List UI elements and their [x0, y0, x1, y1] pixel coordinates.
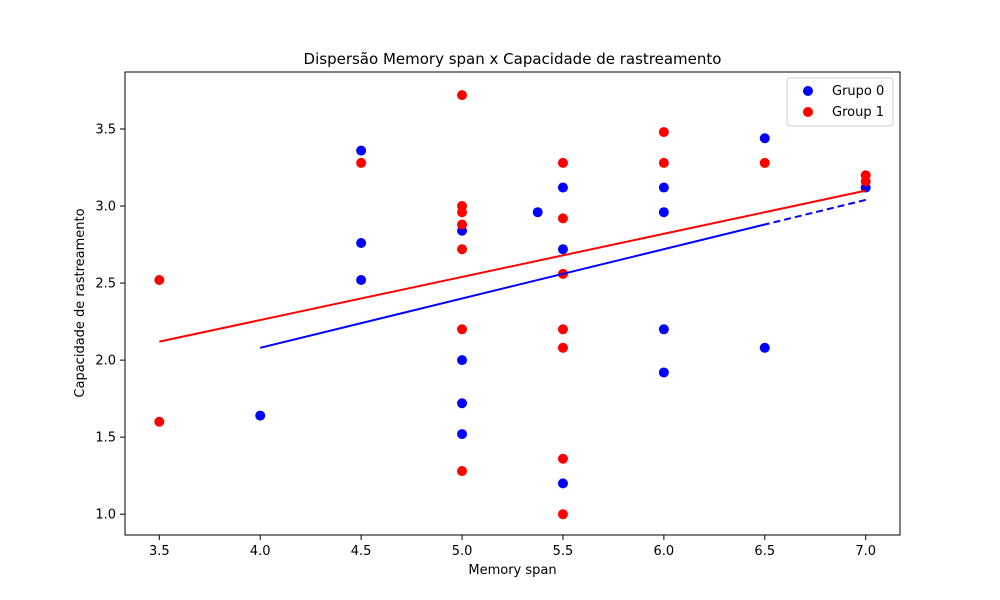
data-point: [557, 213, 568, 224]
x-tick-label: 5.0: [452, 544, 473, 559]
data-point: [759, 133, 770, 144]
x-tick-label: 7.0: [855, 544, 876, 559]
data-point: [658, 324, 669, 335]
data-point: [356, 238, 367, 249]
y-axis-ticks: 1.0 1.5 2.0 2.5 3.0 3.5: [95, 123, 125, 523]
data-point: [557, 509, 568, 520]
x-tick-label: 3.5: [149, 544, 170, 559]
trend-line-series-1: [159, 189, 866, 343]
data-point: [154, 275, 165, 286]
data-point: [658, 182, 669, 193]
data-point: [557, 157, 568, 168]
data-point: [154, 416, 165, 427]
plot-frame: [124, 71, 901, 536]
x-tick-label: 4.5: [351, 544, 372, 559]
legend-box: [786, 77, 894, 127]
y-tick-label: 2.0: [95, 354, 116, 369]
x-tick-label: 4.0: [250, 544, 271, 559]
legend-label-series-0: Grupo 0: [832, 84, 884, 99]
data-point: [557, 324, 568, 335]
legend-label-series-1: Group 1: [832, 105, 884, 120]
data-point: [457, 324, 468, 335]
y-tick-label: 1.0: [95, 508, 116, 523]
data-point: [658, 367, 669, 378]
trend-line-series-0: [259, 224, 763, 349]
data-point: [356, 157, 367, 168]
data-point: [658, 207, 669, 218]
x-tick-label: 6.0: [654, 544, 675, 559]
data-point: [532, 207, 543, 218]
data-point: [457, 355, 468, 366]
plot-area: [154, 90, 871, 520]
series-0: [255, 133, 871, 489]
trend-line-dashed-series-0: [762, 198, 866, 227]
y-tick-label: 1.5: [95, 431, 116, 446]
legend-marker-series-1: [803, 107, 813, 117]
series-1: [154, 90, 871, 520]
x-tick-label: 5.5: [553, 544, 574, 559]
x-axis-ticks: 3.5 4.0 4.5 5.0 5.5 6.0 6.5 7.0: [149, 535, 876, 559]
data-point: [557, 453, 568, 464]
y-tick-label: 3.0: [95, 200, 116, 215]
data-point: [759, 342, 770, 353]
data-point: [356, 145, 367, 156]
data-point: [457, 219, 468, 230]
data-point: [457, 429, 468, 440]
data-point: [457, 207, 468, 218]
data-point: [457, 90, 468, 101]
data-point: [557, 478, 568, 489]
data-point: [356, 275, 367, 286]
x-axis-label: Memory span: [468, 563, 556, 578]
data-point: [860, 176, 871, 187]
y-axis-label: Capacidade de rastreamento: [73, 208, 88, 397]
data-point: [457, 466, 468, 477]
data-point: [658, 127, 669, 138]
y-tick-label: 2.5: [95, 277, 116, 292]
x-tick-label: 6.5: [754, 544, 775, 559]
y-tick-label: 3.5: [95, 123, 116, 138]
data-point: [658, 157, 669, 168]
data-point: [557, 244, 568, 255]
legend: Grupo 0 Group 1: [786, 77, 894, 127]
data-point: [457, 244, 468, 255]
legend-marker-series-0: [803, 86, 813, 96]
data-point: [255, 410, 266, 421]
data-point: [557, 182, 568, 193]
data-point: [759, 157, 770, 168]
chart-title: Dispersão Memory span x Capacidade de ra…: [304, 50, 722, 68]
data-point: [457, 398, 468, 409]
data-point: [557, 342, 568, 353]
